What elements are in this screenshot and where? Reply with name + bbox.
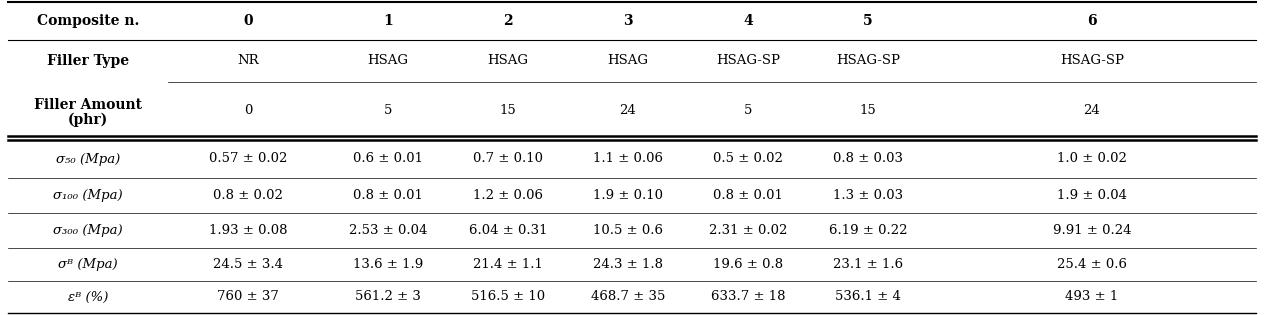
Text: σᴮ (Mpa): σᴮ (Mpa) xyxy=(58,258,118,271)
Text: σ₅₀ (Mpa): σ₅₀ (Mpa) xyxy=(56,152,120,165)
Text: 24: 24 xyxy=(1083,105,1101,117)
Text: 3: 3 xyxy=(623,14,633,28)
Text: 468.7 ± 35: 468.7 ± 35 xyxy=(590,290,665,303)
Text: HSAG-SP: HSAG-SP xyxy=(836,54,900,67)
Text: 561.2 ± 3: 561.2 ± 3 xyxy=(355,290,421,303)
Text: 24.3 ± 1.8: 24.3 ± 1.8 xyxy=(593,258,664,271)
Text: σ₃₀₀ (Mpa): σ₃₀₀ (Mpa) xyxy=(53,224,123,237)
Text: HSAG-SP: HSAG-SP xyxy=(1060,54,1124,67)
Text: 536.1 ± 4: 536.1 ± 4 xyxy=(836,290,901,303)
Text: 760 ± 37: 760 ± 37 xyxy=(217,290,279,303)
Text: 5: 5 xyxy=(863,14,873,28)
Text: 0.5 ± 0.02: 0.5 ± 0.02 xyxy=(713,152,782,165)
Text: 1.3 ± 0.03: 1.3 ± 0.03 xyxy=(833,189,902,202)
Text: 24: 24 xyxy=(619,105,636,117)
Text: 6.04 ± 0.31: 6.04 ± 0.31 xyxy=(469,224,547,237)
Text: 9.91 ± 0.24: 9.91 ± 0.24 xyxy=(1053,224,1131,237)
Text: 1.9 ± 0.04: 1.9 ± 0.04 xyxy=(1057,189,1127,202)
Text: 13.6 ± 1.9: 13.6 ± 1.9 xyxy=(353,258,423,271)
Text: 0.7 ± 0.10: 0.7 ± 0.10 xyxy=(473,152,544,165)
Text: HSAG: HSAG xyxy=(488,54,528,67)
Text: 0.8 ± 0.01: 0.8 ± 0.01 xyxy=(713,189,782,202)
Text: 0.6 ± 0.01: 0.6 ± 0.01 xyxy=(353,152,423,165)
Text: HSAG-SP: HSAG-SP xyxy=(715,54,780,67)
Text: Composite n.: Composite n. xyxy=(37,14,139,28)
Text: 6: 6 xyxy=(1087,14,1097,28)
Text: 5: 5 xyxy=(384,105,392,117)
Text: 516.5 ± 10: 516.5 ± 10 xyxy=(471,290,545,303)
Text: 21.4 ± 1.1: 21.4 ± 1.1 xyxy=(473,258,544,271)
Text: 0: 0 xyxy=(244,105,253,117)
Text: 1.2 ± 0.06: 1.2 ± 0.06 xyxy=(473,189,544,202)
Text: 1: 1 xyxy=(383,14,393,28)
Text: 2.31 ± 0.02: 2.31 ± 0.02 xyxy=(709,224,787,237)
Text: 1.9 ± 0.10: 1.9 ± 0.10 xyxy=(593,189,664,202)
Text: 23.1 ± 1.6: 23.1 ± 1.6 xyxy=(833,258,902,271)
Text: HSAG: HSAG xyxy=(608,54,648,67)
Text: 4: 4 xyxy=(743,14,753,28)
Text: 15: 15 xyxy=(499,105,517,117)
Text: 0: 0 xyxy=(243,14,253,28)
Text: 0.57 ± 0.02: 0.57 ± 0.02 xyxy=(209,152,287,165)
Text: (phr): (phr) xyxy=(68,113,109,127)
Text: 5: 5 xyxy=(743,105,752,117)
Text: 1.1 ± 0.06: 1.1 ± 0.06 xyxy=(593,152,664,165)
Text: HSAG: HSAG xyxy=(368,54,408,67)
Text: 1.0 ± 0.02: 1.0 ± 0.02 xyxy=(1057,152,1127,165)
Text: 6.19 ± 0.22: 6.19 ± 0.22 xyxy=(829,224,908,237)
Text: 19.6 ± 0.8: 19.6 ± 0.8 xyxy=(713,258,784,271)
Text: 10.5 ± 0.6: 10.5 ± 0.6 xyxy=(593,224,664,237)
Text: Filler Amount: Filler Amount xyxy=(34,98,142,112)
Text: 15: 15 xyxy=(860,105,876,117)
Text: 0.8 ± 0.01: 0.8 ± 0.01 xyxy=(353,189,423,202)
Text: 2.53 ± 0.04: 2.53 ± 0.04 xyxy=(349,224,427,237)
Text: 0.8 ± 0.03: 0.8 ± 0.03 xyxy=(833,152,902,165)
Text: 25.4 ± 0.6: 25.4 ± 0.6 xyxy=(1057,258,1127,271)
Text: Filler Type: Filler Type xyxy=(47,54,129,68)
Text: 2: 2 xyxy=(503,14,513,28)
Text: 0.8 ± 0.02: 0.8 ± 0.02 xyxy=(214,189,283,202)
Text: σ₁₀₀ (Mpa): σ₁₀₀ (Mpa) xyxy=(53,189,123,202)
Text: 493 ± 1: 493 ± 1 xyxy=(1066,290,1119,303)
Text: 24.5 ± 3.4: 24.5 ± 3.4 xyxy=(214,258,283,271)
Text: εᴮ (%): εᴮ (%) xyxy=(68,290,109,303)
Text: 1.93 ± 0.08: 1.93 ± 0.08 xyxy=(209,224,287,237)
Text: NR: NR xyxy=(238,54,259,67)
Text: 633.7 ± 18: 633.7 ± 18 xyxy=(710,290,785,303)
